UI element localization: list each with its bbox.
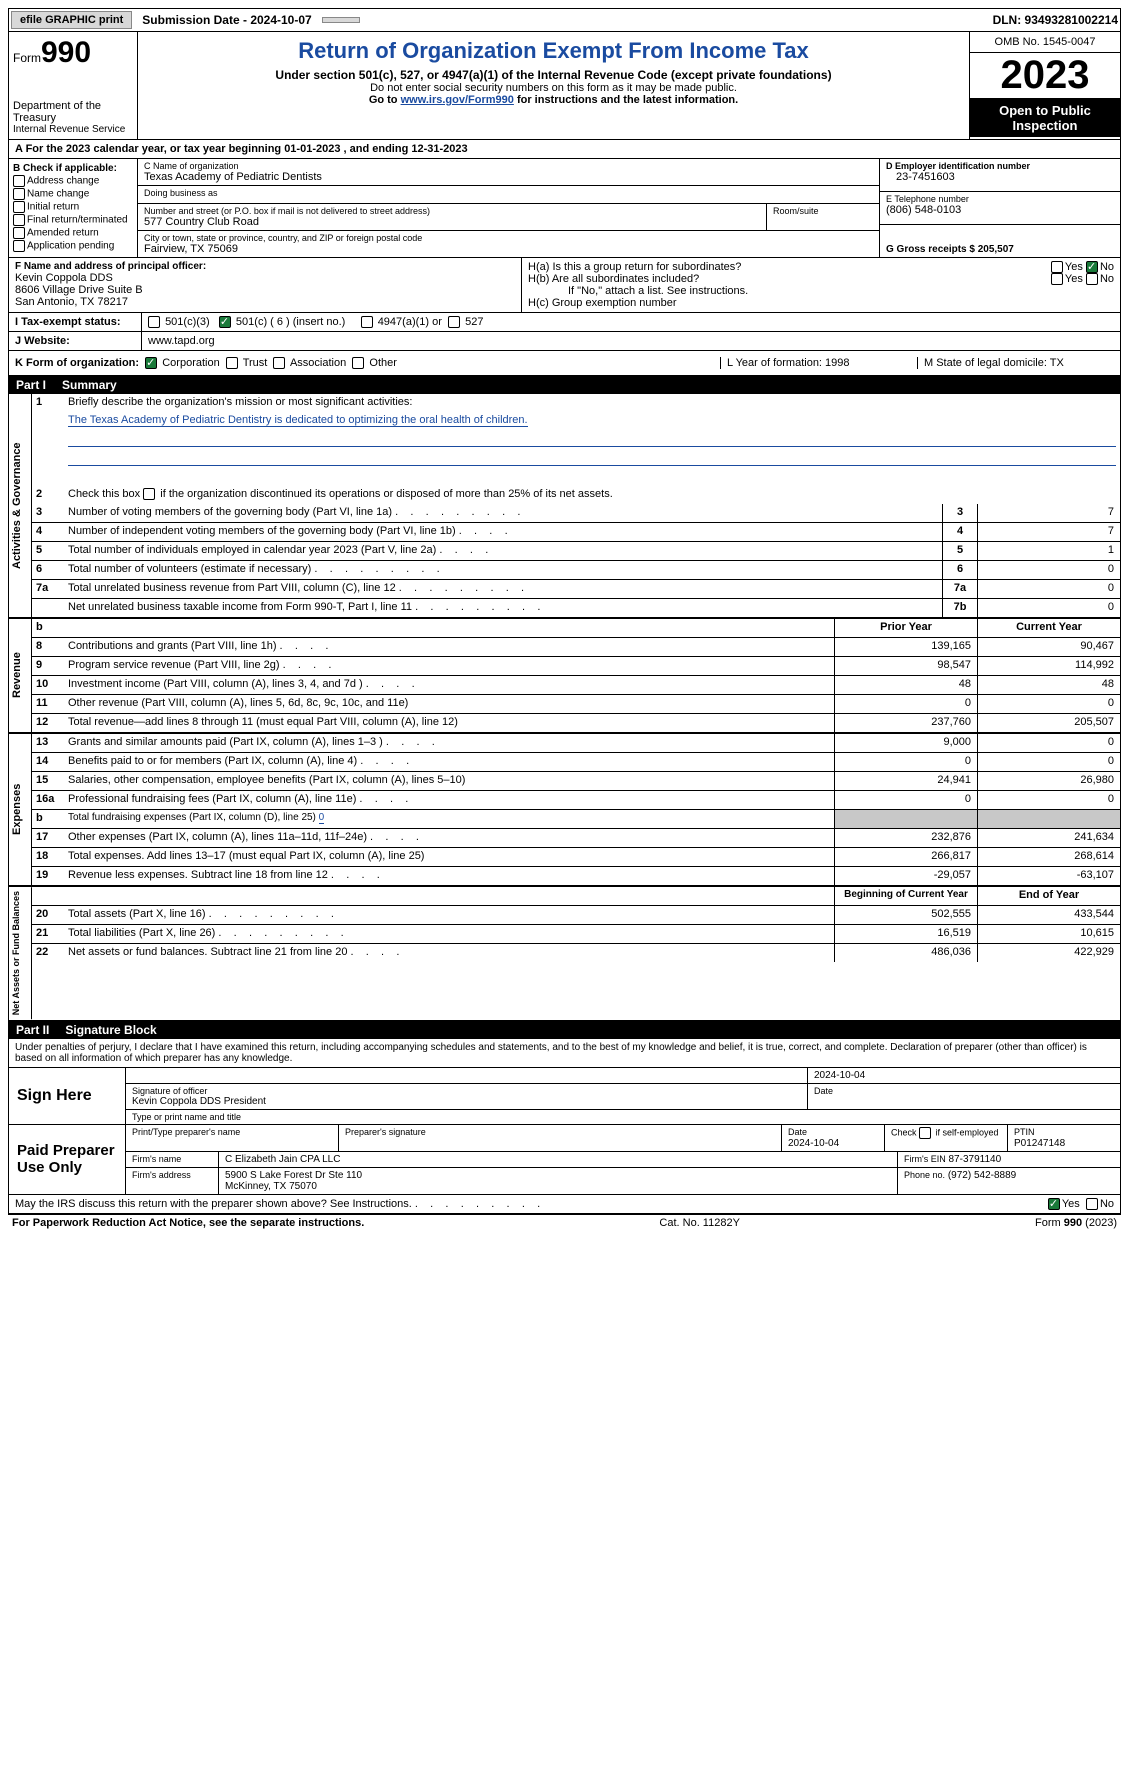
check-name-change[interactable] <box>13 188 25 200</box>
v7b: 0 <box>977 599 1120 617</box>
form-header: Form990 Department of the Treasury Inter… <box>8 32 1121 140</box>
check-501c3[interactable] <box>148 316 160 328</box>
check-527[interactable] <box>448 316 460 328</box>
firm-phone: (972) 542-8889 <box>948 1170 1016 1181</box>
org-addr: 577 Country Club Road <box>144 216 760 228</box>
city-label: City or town, state or province, country… <box>144 233 873 243</box>
check-assoc[interactable] <box>273 357 285 369</box>
col-b-checkboxes: B Check if applicable: Address change Na… <box>9 159 138 257</box>
check-501c[interactable] <box>219 316 231 328</box>
expenses-section: Expenses 13Grants and similar amounts pa… <box>8 733 1121 886</box>
discuss-no[interactable] <box>1086 1198 1098 1210</box>
check-app-pending[interactable] <box>13 240 25 252</box>
room-label: Room/suite <box>773 206 873 216</box>
form-title: Return of Organization Exempt From Incom… <box>142 38 965 64</box>
hb-no[interactable] <box>1086 273 1098 285</box>
penalty-text: Under penalties of perjury, I declare th… <box>8 1039 1121 1068</box>
irs-link[interactable]: www.irs.gov/Form990 <box>401 94 514 106</box>
gross-receipts: G Gross receipts $ 205,507 <box>886 244 1014 255</box>
subtitle-1: Under section 501(c), 527, or 4947(a)(1)… <box>142 68 965 82</box>
paid-preparer-label: Paid Preparer Use Only <box>9 1125 126 1194</box>
officer-signature: Kevin Coppola DDS President <box>132 1096 801 1107</box>
tax-exempt-row: I Tax-exempt status: 501(c)(3) 501(c) ( … <box>8 313 1121 332</box>
check-corp[interactable] <box>145 357 157 369</box>
v3: 7 <box>977 504 1120 522</box>
check-initial-return[interactable] <box>13 201 25 213</box>
ha-yes[interactable] <box>1051 261 1063 273</box>
officer-addr2: San Antonio, TX 78217 <box>15 296 515 308</box>
website-url: www.tapd.org <box>142 332 1120 350</box>
form-number: Form990 <box>13 36 133 70</box>
check-other[interactable] <box>352 357 364 369</box>
firm-name: C Elizabeth Jain CPA LLC <box>219 1152 898 1167</box>
officer-name: Kevin Coppola DDS <box>15 272 515 284</box>
sign-here-label: Sign Here <box>9 1068 126 1124</box>
vlabel-revenue: Revenue <box>9 619 32 732</box>
revenue-section: Revenue bPrior YearCurrent Year 8Contrib… <box>8 618 1121 733</box>
mission-text: The Texas Academy of Pediatric Dentistry… <box>68 414 528 427</box>
check-4947[interactable] <box>361 316 373 328</box>
signature-block: Sign Here 2024-10-04 Signature of office… <box>8 1068 1121 1214</box>
dept-treasury: Department of the Treasury <box>13 100 133 124</box>
ha-no[interactable] <box>1086 261 1098 273</box>
org-name: Texas Academy of Pediatric Dentists <box>144 171 873 183</box>
ha-label: H(a) Is this a group return for subordin… <box>528 261 1051 273</box>
pra-notice: For Paperwork Reduction Act Notice, see … <box>12 1217 364 1229</box>
public-inspection: Open to Public Inspection <box>970 99 1120 137</box>
e-label: E Telephone number <box>886 194 1114 204</box>
entity-grid: B Check if applicable: Address change Na… <box>8 159 1121 258</box>
hb-yes[interactable] <box>1051 273 1063 285</box>
cat-no: Cat. No. 11282Y <box>659 1217 740 1229</box>
dba-label: Doing business as <box>144 188 873 198</box>
hb-note: If "No," attach a list. See instructions… <box>528 285 1114 297</box>
footer: For Paperwork Reduction Act Notice, see … <box>8 1214 1121 1231</box>
vlabel-expenses: Expenses <box>9 734 32 885</box>
vlabel-netassets: Net Assets or Fund Balances <box>9 887 32 1019</box>
d-label: D Employer identification number <box>886 161 1114 171</box>
netassets-section: Net Assets or Fund Balances Beginning of… <box>8 886 1121 1020</box>
c-label: C Name of organization <box>144 161 873 171</box>
v7a: 0 <box>977 580 1120 598</box>
k-org-row: K Form of organization: Corporation Trus… <box>8 351 1121 376</box>
summary-section: Activities & Governance 1Briefly describ… <box>8 394 1121 618</box>
check-trust[interactable] <box>226 357 238 369</box>
blank-button[interactable] <box>322 17 360 23</box>
subtitle-2: Do not enter social security numbers on … <box>142 82 965 94</box>
v4: 7 <box>977 523 1120 541</box>
submission-date: Submission Date - 2024-10-07 <box>136 13 317 27</box>
check-final-return[interactable] <box>13 214 25 226</box>
row-a-taxyear: A For the 2023 calendar year, or tax yea… <box>8 140 1121 159</box>
irs-label: Internal Revenue Service <box>13 124 133 135</box>
firm-ein: 87-3791140 <box>949 1154 1002 1165</box>
hb-label: H(b) Are all subordinates included? <box>528 273 1051 285</box>
vlabel-governance: Activities & Governance <box>9 394 32 617</box>
dln: DLN: 93493281002214 <box>993 13 1118 27</box>
f-label: F Name and address of principal officer: <box>15 261 515 272</box>
org-city: Fairview, TX 75069 <box>144 243 873 255</box>
ptin: P01247148 <box>1014 1138 1065 1149</box>
form-ref: Form 990 (2023) <box>1035 1217 1117 1229</box>
check-address-change[interactable] <box>13 175 25 187</box>
omb-number: OMB No. 1545-0047 <box>970 32 1120 53</box>
website-row: J Website: www.tapd.org <box>8 332 1121 351</box>
v5: 1 <box>977 542 1120 560</box>
subtitle-3: Go to www.irs.gov/Form990 for instructio… <box>142 94 965 106</box>
part-1-header: Part ISummary <box>8 376 1121 394</box>
year-formation: L Year of formation: 1998 <box>720 357 917 369</box>
state-domicile: M State of legal domicile: TX <box>917 357 1114 369</box>
discuss-yes[interactable] <box>1048 1198 1060 1210</box>
check-self-employed[interactable] <box>919 1127 931 1139</box>
part-2-header: Part IISignature Block <box>8 1021 1121 1039</box>
check-amended[interactable] <box>13 227 25 239</box>
tax-year: 2023 <box>970 53 1120 99</box>
v6: 0 <box>977 561 1120 579</box>
addr-label: Number and street (or P.O. box if mail i… <box>144 206 760 216</box>
ein: 23-7451603 <box>886 171 1114 183</box>
officer-addr1: 8606 Village Drive Suite B <box>15 284 515 296</box>
hc-label: H(c) Group exemption number <box>528 297 1114 309</box>
top-toolbar: efile GRAPHIC print Submission Date - 20… <box>8 8 1121 32</box>
phone: (806) 548-0103 <box>886 204 1114 216</box>
check-discontinued[interactable] <box>143 488 155 500</box>
efile-button[interactable]: efile GRAPHIC print <box>11 11 132 29</box>
